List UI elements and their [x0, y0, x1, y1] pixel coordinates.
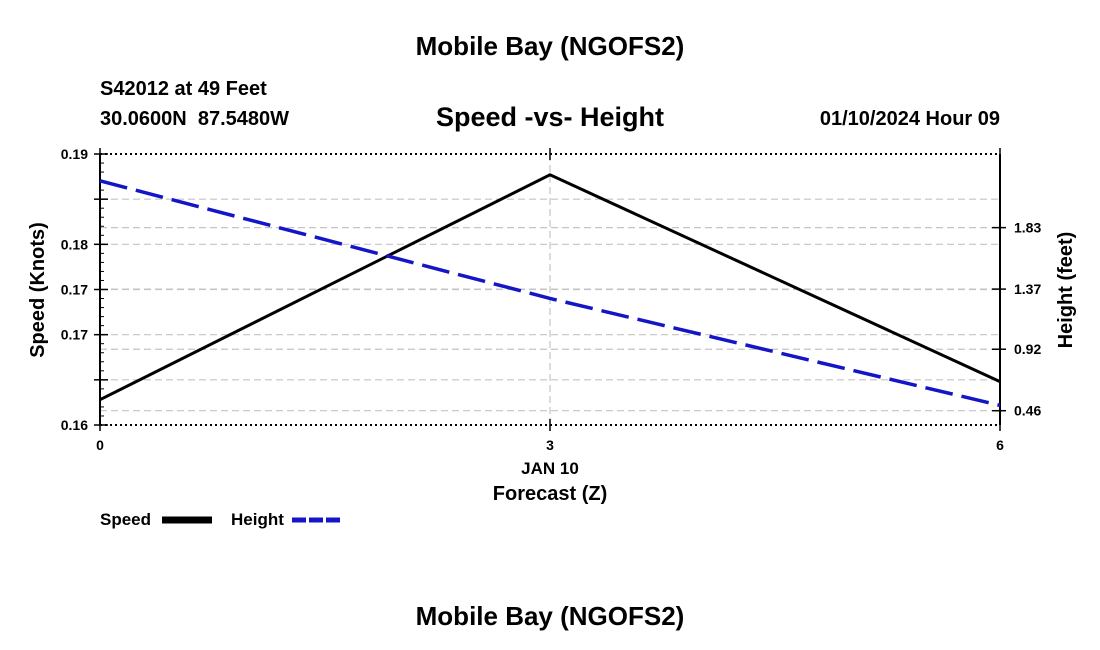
series-lines [99, 173, 1001, 408]
legend-label-height: Height [231, 510, 284, 529]
x-axis-date-label: JAN 10 [521, 459, 579, 478]
date-label: 01/10/2024 Hour 09 [820, 108, 1000, 130]
x-axis-label: Forecast (Z) [493, 483, 607, 505]
y-tick-label: 0.17 [61, 327, 88, 343]
y2-tick-label: 0.46 [1014, 403, 1041, 419]
y-tick-label: 0.18 [61, 236, 88, 252]
x-tick-label: 3 [546, 437, 554, 453]
x-tick-label: 6 [996, 437, 1004, 453]
chart-title: Speed -vs- Height [436, 102, 664, 132]
station-label: S42012 at 49 Feet [100, 78, 267, 100]
x-tick-label: 0 [96, 437, 104, 453]
y2-tick-label: 1.83 [1014, 220, 1041, 236]
y-axis-label: Speed (Knots) [27, 222, 49, 358]
y2-axis-label: Height (feet) [1055, 232, 1077, 349]
grid-lines [100, 154, 1000, 425]
y-tick-label: 0.19 [61, 146, 88, 162]
coordinates-label: 30.0600N 87.5480W [100, 108, 289, 130]
y-tick-label: 0.16 [61, 417, 88, 433]
axis-ticks: 0.16 0.17 0.17 0.18 0.19 0.46 0.92 1.37 1.83 0 3 6 [61, 146, 1042, 453]
bottom-title: Mobile Bay (NGOFS2) [416, 601, 685, 631]
legend-label-speed: Speed [100, 510, 151, 529]
series-line-speed [99, 173, 1001, 402]
y-tick-label: 0.17 [61, 282, 88, 298]
y2-tick-label: 1.37 [1014, 281, 1041, 297]
top-title: Mobile Bay (NGOFS2) [416, 31, 685, 61]
y2-tick-label: 0.92 [1014, 341, 1041, 357]
legend: Speed Height [100, 510, 342, 529]
series-line-height [99, 179, 1001, 408]
